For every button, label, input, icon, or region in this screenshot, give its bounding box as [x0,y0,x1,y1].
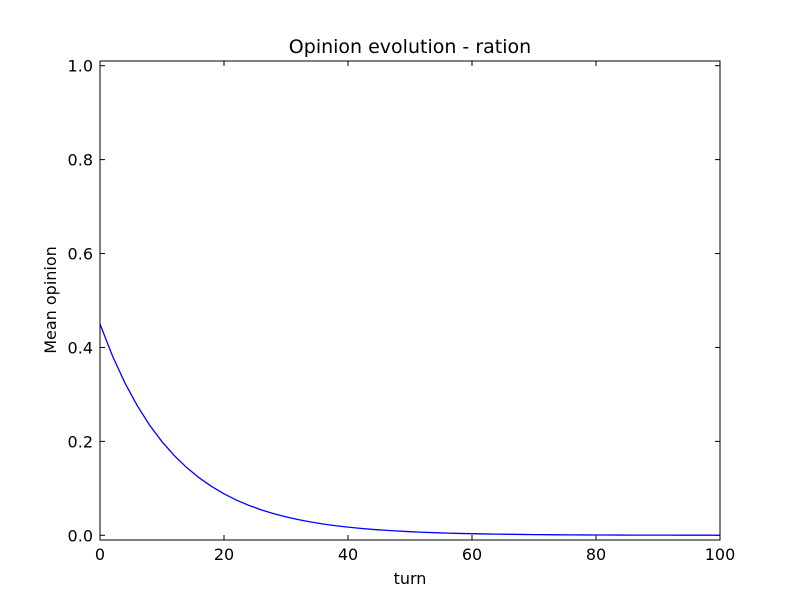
chart-title: Opinion evolution - ration [289,36,531,58]
plot-area [99,323,721,536]
y-tick-label: 0.8 [68,151,93,170]
y-tick-label: 1.0 [68,57,93,76]
y-axis-label: Mean opinion [41,246,60,354]
series-line [99,323,721,536]
axis-ticks: 0 20 40 60 80 100 0.0 0.2 0.4 0.6 0.8 1.0 [68,57,736,564]
x-axis-label: turn [394,569,427,588]
x-tick-label: 100 [705,545,736,564]
y-tick-label: 0.2 [68,432,93,451]
x-tick-label: 0 [95,545,105,564]
x-tick-label: 80 [586,545,606,564]
x-tick-label: 60 [462,545,482,564]
x-tick-label: 40 [338,545,358,564]
y-tick-label: 0.6 [68,245,93,264]
x-tick-label: 20 [214,545,234,564]
plot-frame [99,60,721,541]
y-tick-label: 0.0 [68,526,93,545]
y-tick-label: 0.4 [68,338,93,357]
